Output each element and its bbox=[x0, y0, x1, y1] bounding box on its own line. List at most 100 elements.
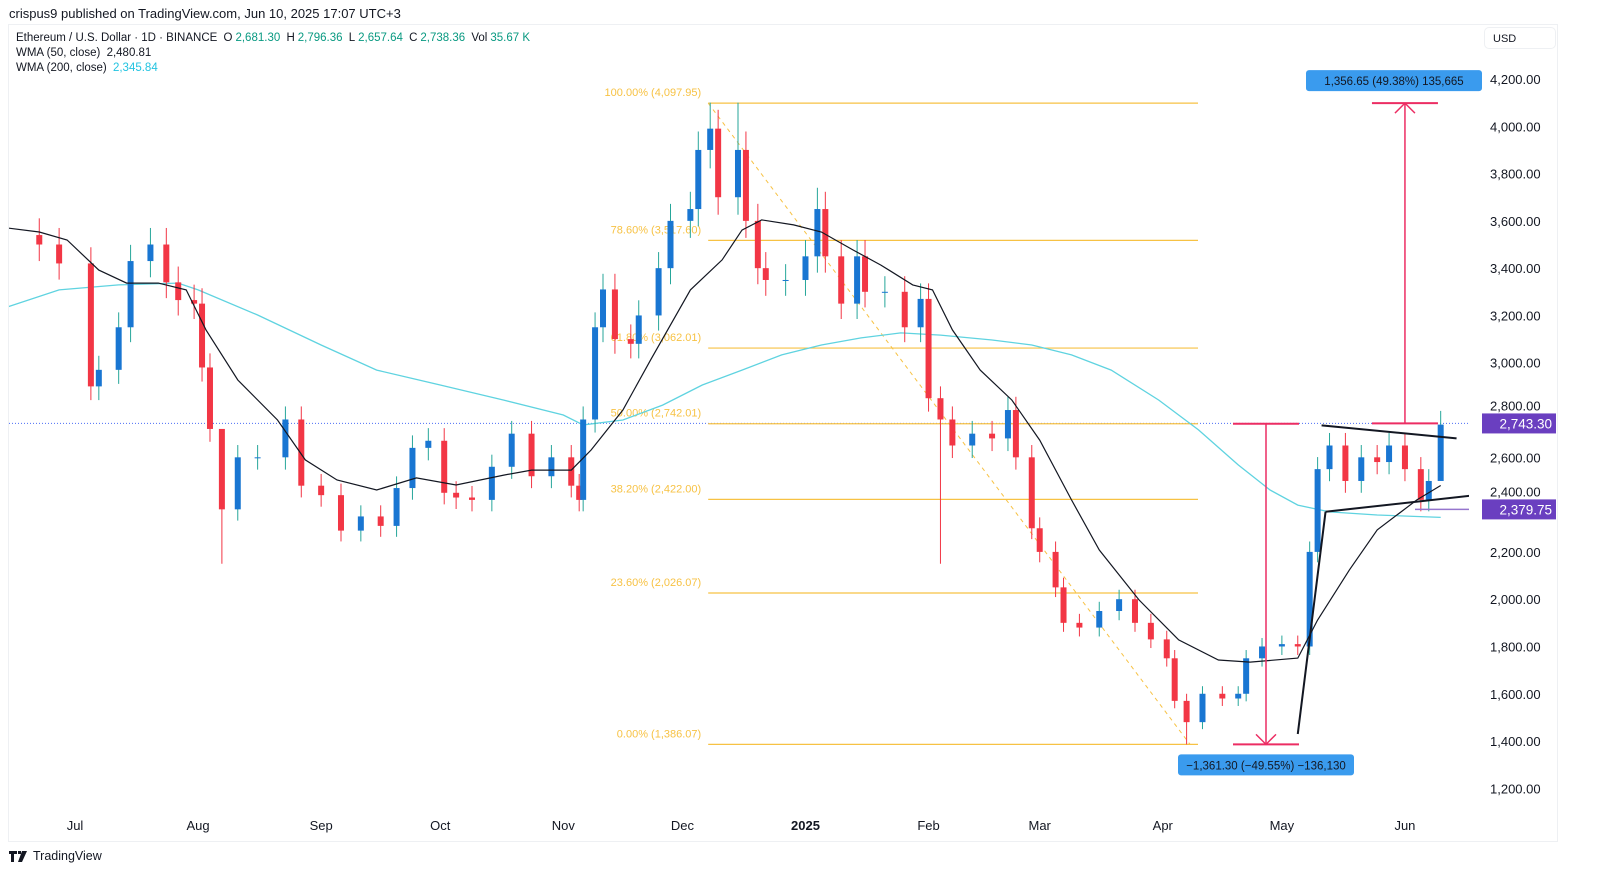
y-tick-label: 3,600.00 bbox=[1490, 214, 1541, 229]
plot-area: 100.00% (4,097.95) 78.60% (3,517.60) 61.80… bbox=[9, 87, 1469, 745]
candle-body bbox=[1417, 469, 1424, 500]
candle bbox=[441, 428, 448, 505]
wma200-row[interactable]: WMA (200, close) 2,345.84 bbox=[16, 61, 533, 76]
candle-body bbox=[592, 327, 599, 420]
candle-body bbox=[925, 298, 932, 399]
candle bbox=[199, 288, 206, 382]
x-tick-label: Mar bbox=[1029, 818, 1052, 833]
fib-level-label: 78.60% (3,517.60) bbox=[611, 224, 702, 236]
candle-body bbox=[1028, 457, 1035, 529]
candle bbox=[1131, 589, 1138, 632]
fib-level-label: 38.20% (2,422.00) bbox=[611, 483, 702, 495]
trendline bbox=[1325, 494, 1469, 513]
candle-body bbox=[377, 516, 384, 526]
candle bbox=[1004, 396, 1011, 452]
currency-button[interactable]: USD bbox=[1484, 27, 1556, 49]
candle-body bbox=[854, 256, 861, 304]
candle-body bbox=[1437, 424, 1444, 481]
y-tick-label: 3,000.00 bbox=[1490, 356, 1541, 371]
candle-body bbox=[1096, 611, 1103, 628]
candle-body bbox=[1183, 700, 1190, 723]
candle-body bbox=[469, 497, 475, 500]
candle-body bbox=[611, 289, 618, 340]
candle-body bbox=[1278, 644, 1285, 647]
candle-body bbox=[1060, 587, 1067, 623]
candle bbox=[592, 312, 599, 433]
candle bbox=[127, 244, 134, 343]
candle-body bbox=[695, 149, 702, 210]
wma50-row[interactable]: WMA (50, close) 2,480.81 bbox=[16, 46, 533, 61]
candle bbox=[175, 266, 182, 316]
candle-body bbox=[1116, 599, 1123, 612]
candle-body bbox=[1386, 445, 1393, 463]
candle bbox=[862, 240, 869, 308]
measure-label-bg bbox=[1178, 754, 1354, 776]
candle-body bbox=[453, 492, 460, 498]
candle bbox=[1314, 457, 1321, 563]
chart-frame[interactable] bbox=[8, 24, 1558, 842]
y-tick-label: 2,000.00 bbox=[1490, 592, 1541, 607]
candle bbox=[1052, 541, 1059, 598]
candle-body bbox=[1004, 410, 1011, 439]
y-tick-label: 1,400.00 bbox=[1490, 734, 1541, 749]
low-value: 2,657.64 bbox=[358, 32, 403, 44]
candle-body bbox=[282, 419, 289, 458]
candle bbox=[409, 435, 416, 500]
candle-body bbox=[318, 485, 325, 496]
candle-body bbox=[206, 367, 213, 429]
x-tick-label: Nov bbox=[552, 818, 576, 833]
candle-body bbox=[115, 327, 122, 370]
candle-body bbox=[1326, 445, 1333, 470]
candle bbox=[218, 428, 225, 564]
y-tick-label: 1,800.00 bbox=[1490, 639, 1541, 654]
candle-body bbox=[1219, 693, 1226, 699]
candle-body bbox=[989, 433, 996, 439]
candle bbox=[754, 203, 761, 285]
candle bbox=[925, 283, 932, 412]
candle-body bbox=[95, 369, 102, 387]
candle bbox=[814, 187, 821, 273]
publisher-line: crispus9 published on TradingView.com, J… bbox=[9, 6, 401, 21]
candle-body bbox=[1199, 693, 1206, 723]
candle-body bbox=[1076, 622, 1083, 628]
footer: TradingView bbox=[9, 849, 102, 863]
y-tick-label: 3,200.00 bbox=[1490, 308, 1541, 323]
symbol-title[interactable]: Ethereum / U.S. Dollar · 1D · BINANCE bbox=[16, 32, 218, 44]
candle-body bbox=[822, 209, 829, 257]
open-label: O bbox=[223, 32, 233, 44]
candle-body bbox=[1052, 551, 1059, 588]
candle bbox=[782, 264, 789, 296]
candle-body bbox=[218, 428, 225, 510]
y-tick-label: 3,400.00 bbox=[1490, 261, 1541, 276]
candle-body bbox=[1401, 445, 1408, 470]
x-tick-label: 2025 bbox=[791, 818, 820, 833]
candle-body bbox=[1358, 457, 1365, 481]
candle bbox=[377, 505, 384, 537]
candle bbox=[949, 406, 956, 459]
candle bbox=[87, 247, 94, 401]
candle bbox=[655, 252, 662, 331]
candle-body bbox=[635, 315, 642, 344]
candle-body bbox=[814, 209, 821, 257]
candle bbox=[393, 476, 400, 537]
candle-body bbox=[969, 433, 976, 446]
candle bbox=[1076, 613, 1083, 637]
candle bbox=[1278, 635, 1285, 655]
candle bbox=[1425, 469, 1432, 512]
fib-level-label: 0.00% (1,386.07) bbox=[617, 728, 701, 740]
candle bbox=[667, 203, 674, 285]
candle-body bbox=[949, 419, 956, 446]
y-tick-label: 3,800.00 bbox=[1490, 167, 1541, 182]
candle-body bbox=[1294, 644, 1301, 647]
candle-body bbox=[715, 128, 722, 198]
candle-body bbox=[742, 149, 749, 221]
x-tick-label: Dec bbox=[671, 818, 695, 833]
fib-level-label: 50.00% (2,742.01) bbox=[611, 408, 702, 420]
candle bbox=[1235, 686, 1242, 706]
tradingview-logo-icon bbox=[9, 850, 27, 862]
candle-body bbox=[1147, 622, 1154, 640]
chart-legend: Ethereum / U.S. Dollar · 1D · BINANCE O 2… bbox=[16, 31, 533, 76]
price-label-bg bbox=[1482, 499, 1556, 520]
candle bbox=[1243, 650, 1250, 702]
